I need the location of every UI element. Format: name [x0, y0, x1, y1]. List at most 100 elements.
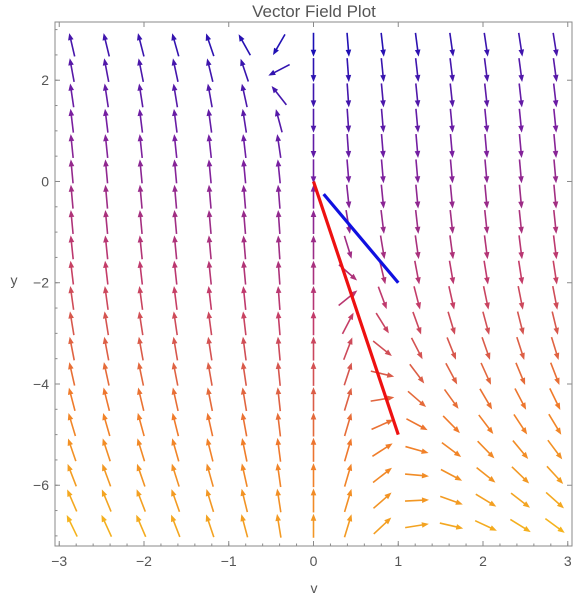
axes: −3 −2 −1 0 1 2 3 2 0 −2 −4 −6: [33, 21, 573, 569]
field-arrow: [552, 260, 559, 285]
field-arrow: [405, 522, 429, 529]
field-arrow: [482, 311, 491, 335]
field-arrow: [378, 260, 387, 285]
field-arrow: [449, 209, 455, 234]
field-arrow: [449, 83, 455, 108]
field-arrow: [275, 437, 282, 462]
field-arrow: [67, 412, 77, 437]
field-arrow: [343, 387, 353, 411]
field-arrow: [518, 83, 524, 108]
field-arrow: [549, 362, 560, 386]
field-arrow: [68, 210, 75, 235]
x-tick-label: 1: [394, 553, 402, 569]
field-arrow: [68, 58, 75, 83]
field-arrow: [372, 340, 392, 357]
field-arrow: [410, 337, 423, 360]
field-arrow: [345, 159, 352, 184]
x-tick-label: 0: [310, 553, 318, 569]
field-arrow: [206, 362, 213, 386]
series-line: [322, 193, 400, 284]
field-arrow: [206, 83, 213, 108]
field-arrow: [310, 437, 317, 462]
field-arrow: [345, 134, 352, 159]
field-arrow: [206, 108, 213, 133]
field-arrow: [102, 412, 111, 437]
field-arrow: [414, 159, 421, 184]
field-arrow: [475, 493, 497, 507]
field-arrow: [443, 388, 459, 409]
field-arrow: [405, 445, 429, 454]
field-arrow: [345, 210, 352, 234]
field-arrow: [206, 235, 213, 260]
field-arrow: [102, 58, 110, 83]
field-arrow: [310, 108, 317, 133]
field-arrow: [548, 413, 562, 435]
field-arrow: [449, 184, 455, 209]
field-arrow: [551, 285, 559, 310]
field-arrow: [272, 33, 286, 56]
field-arrow: [545, 491, 565, 509]
field-arrow: [343, 412, 353, 437]
field-arrow: [171, 33, 180, 57]
field-arrow: [268, 63, 291, 76]
field-arrow: [68, 33, 76, 57]
field-arrow: [206, 387, 214, 412]
field-arrow: [372, 492, 392, 509]
field-arrow: [441, 442, 462, 457]
field-arrow: [171, 58, 179, 83]
field-arrow: [67, 438, 77, 462]
field-arrow: [67, 489, 78, 512]
field-arrow: [240, 438, 248, 462]
field-arrow: [241, 260, 247, 285]
field-arrow: [483, 83, 490, 108]
field-arrow: [480, 362, 492, 385]
field-arrow: [240, 488, 249, 513]
field-arrow: [171, 412, 180, 437]
field-arrow: [310, 488, 317, 513]
field-arrow: [439, 522, 464, 530]
field-arrow: [240, 387, 248, 412]
field-arrow: [380, 134, 386, 158]
field-arrow: [514, 388, 527, 410]
field-arrow: [448, 260, 456, 285]
field-arrow: [136, 514, 147, 538]
field-arrow: [241, 311, 247, 336]
field-arrow: [137, 362, 145, 386]
x-tick-label: 3: [564, 553, 572, 569]
field-arrow: [412, 311, 422, 335]
field-arrow: [206, 134, 213, 159]
field-arrow: [171, 438, 180, 462]
field-arrow: [137, 210, 144, 235]
field-arrow: [275, 387, 282, 412]
field-arrow: [136, 438, 146, 462]
field-arrow: [103, 108, 109, 133]
field-arrow: [102, 83, 110, 108]
field-arrow: [517, 32, 525, 57]
field-arrow: [205, 514, 215, 538]
field-arrow: [511, 466, 530, 484]
field-arrow: [449, 235, 455, 260]
field-arrow: [414, 83, 421, 108]
field-arrow: [103, 210, 109, 235]
x-tick-label: −2: [136, 553, 152, 569]
field-arrow: [275, 488, 282, 513]
field-arrow: [275, 260, 282, 285]
field-arrow: [102, 463, 112, 487]
field-arrow: [171, 463, 180, 487]
field-arrow: [516, 311, 525, 335]
field-arrow: [238, 34, 252, 56]
field-arrow: [206, 336, 213, 361]
field-arrow: [477, 440, 495, 459]
field-arrow: [552, 159, 559, 184]
field-arrow: [310, 209, 317, 234]
field-arrow: [172, 210, 178, 235]
field-arrow: [172, 260, 178, 285]
field-arrow: [137, 311, 144, 336]
field-arrow: [474, 519, 497, 531]
field-arrow: [476, 467, 496, 483]
field-arrow: [240, 463, 248, 488]
field-arrow: [518, 184, 524, 209]
field-arrow: [241, 134, 247, 159]
field-arrow: [68, 184, 75, 209]
chart-title: Vector Field Plot: [252, 2, 376, 21]
